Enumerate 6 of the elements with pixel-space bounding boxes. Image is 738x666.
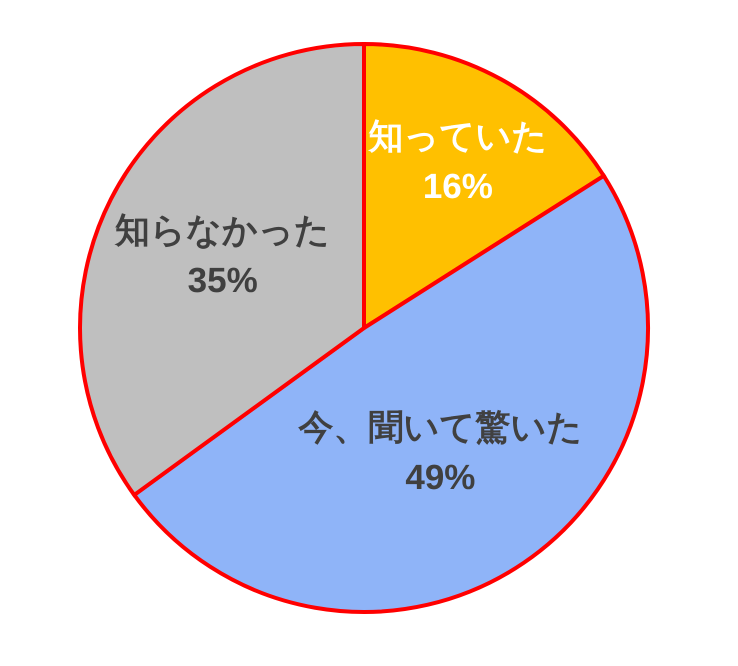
- slice-label: 知っていた: [367, 117, 548, 156]
- data-label: 35%: [188, 260, 258, 300]
- slice-label: 知らなかった: [114, 210, 330, 250]
- slice-label: 今、聞いて驚いた: [297, 408, 582, 448]
- data-label: 49%: [405, 458, 476, 498]
- data-label: 16%: [422, 167, 493, 206]
